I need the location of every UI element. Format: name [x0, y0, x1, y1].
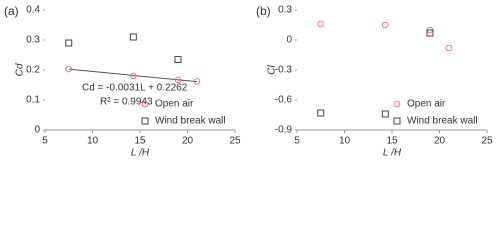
point [174, 76, 182, 84]
legend-label: Wind break wall [407, 116, 478, 127]
legend-marker [393, 117, 401, 125]
x-tick-label: 5 [42, 136, 48, 147]
y-tick-label: 0.3 [278, 5, 292, 16]
y-tick-label: 0 [34, 125, 40, 136]
y-tick-label: -0.3 [275, 65, 293, 76]
y-tick-label: -0.9 [275, 125, 293, 136]
x-tick-label: 10 [87, 136, 99, 147]
panel-label: (b) [256, 4, 271, 18]
annotation: R² = 0.9943 [100, 97, 153, 108]
y-axis-label: Cd [15, 63, 26, 76]
point [193, 78, 201, 85]
point [445, 44, 453, 52]
legend-marker [393, 100, 401, 108]
y-axis-label: Cl [267, 65, 278, 75]
y-tick-label: 0 [286, 35, 292, 46]
panel-label: (a) [4, 4, 19, 18]
legend-label: Open air [155, 99, 194, 110]
x-axis-label: L /H [383, 148, 402, 159]
point [426, 29, 434, 37]
x-tick-label: 25 [229, 136, 241, 147]
annotation: Cd = -0.0031L + 0.2262 [82, 83, 188, 94]
x-tick-label: 20 [182, 136, 194, 147]
x-axis-label: L /H [131, 148, 150, 159]
y-tick-label: 0.1 [26, 95, 40, 106]
point [130, 72, 137, 80]
x-tick-label: 15 [386, 136, 398, 147]
point [174, 56, 182, 63]
point [381, 110, 389, 118]
legend-label: Open air [407, 99, 446, 110]
point [317, 109, 325, 117]
x-tick-label: 5 [294, 136, 300, 147]
y-tick-label: -0.6 [275, 95, 293, 106]
y-tick-label: 0.3 [26, 35, 40, 46]
trendline [68, 68, 198, 83]
x-tick-label: 25 [481, 136, 493, 147]
legend-label: Wind break wall [155, 116, 226, 127]
x-tick-label: 10 [339, 136, 351, 147]
y-tick-label: 0.4 [26, 5, 40, 16]
point [65, 39, 73, 47]
point [65, 65, 73, 73]
point [317, 20, 325, 28]
point [382, 21, 389, 29]
figure: (a) Cd L /H 0 0.1 0.2 0.3 0.4 5 10 15 20 25 Cd = -0.0… [4, 4, 493, 159]
x-tick-label: 15 [134, 136, 146, 147]
legend-marker [141, 100, 149, 108]
y-tick-label: 0.2 [26, 65, 40, 76]
legend-marker [141, 117, 149, 125]
point [129, 33, 137, 41]
x-tick-label: 20 [434, 136, 446, 147]
